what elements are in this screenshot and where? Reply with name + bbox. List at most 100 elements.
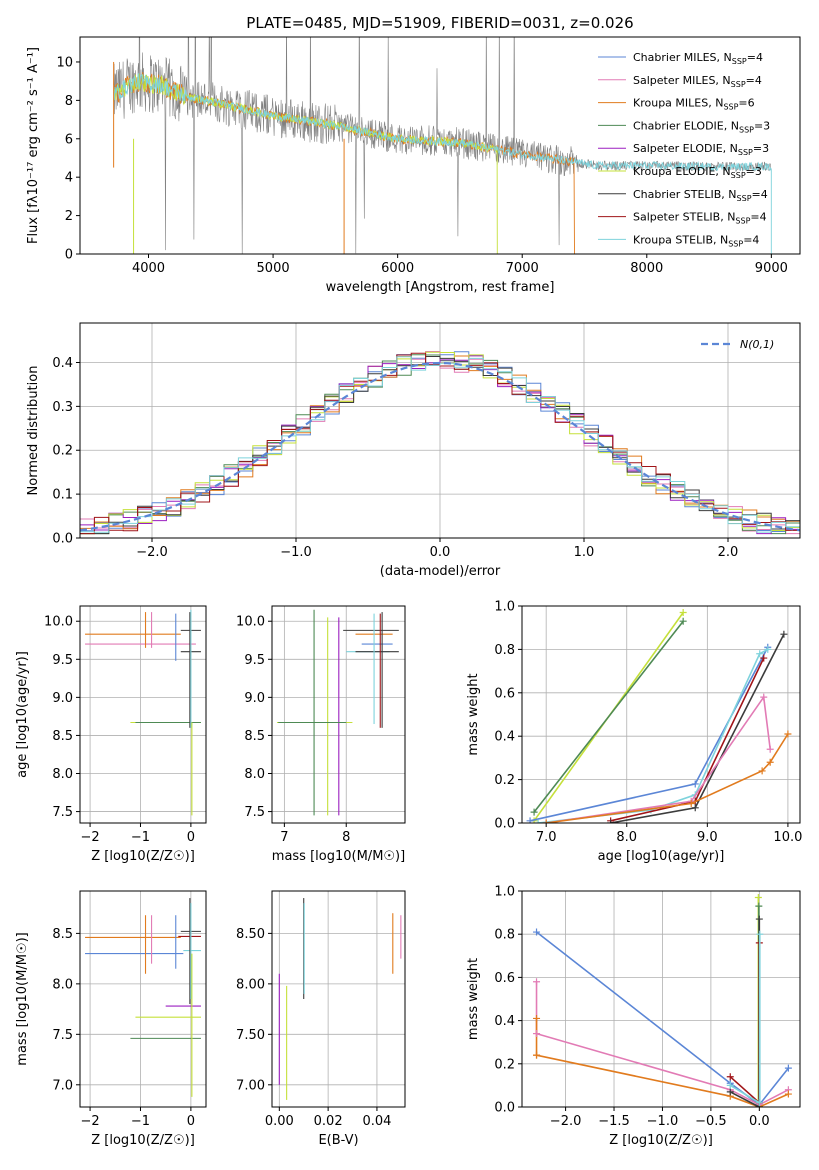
mass-weight-marker bbox=[726, 1088, 734, 1096]
y-tick-label: 8.5 bbox=[52, 729, 73, 744]
figure-title: PLATE=0485, MJD=51909, FIBERID=0031, z=0… bbox=[246, 14, 633, 32]
x-tick-label: 0.02 bbox=[314, 1114, 343, 1129]
x-tick-label: 2.0 bbox=[718, 545, 739, 560]
mass-weight-marker bbox=[691, 804, 699, 812]
x-tick-label: 0 bbox=[187, 1114, 195, 1129]
x-tick-label: −0.5 bbox=[695, 1114, 727, 1129]
mass-weight-marker bbox=[679, 609, 687, 617]
plot-area bbox=[278, 898, 402, 1100]
mass-weight-marker bbox=[607, 819, 615, 823]
mass-weight-marker bbox=[726, 1073, 734, 1081]
mass-weight-line-salpeter_stelib bbox=[729, 1076, 760, 1104]
mass-weight-marker bbox=[766, 758, 774, 766]
x-axis-label: age [log10(age/yr)] bbox=[598, 849, 725, 864]
y-tick-label: 9.0 bbox=[52, 691, 73, 706]
y-tick-label: 0.4 bbox=[494, 1014, 515, 1029]
legend-label: Salpeter ELODIE, NSSP=3 bbox=[633, 142, 769, 157]
x-axis-label: wavelength [Angstrom, rest frame] bbox=[326, 280, 555, 295]
mass-weight-marker bbox=[533, 1051, 541, 1059]
model-kroupa_elodie bbox=[113, 73, 498, 254]
x-tick-label: 0.0 bbox=[430, 545, 451, 560]
y-tick-label: 7.50 bbox=[236, 1028, 265, 1043]
x-tick-label: 10.0 bbox=[773, 830, 802, 845]
mass-weight-marker bbox=[758, 767, 766, 775]
y-tick-label: 0.2 bbox=[494, 1057, 515, 1072]
legend-label: Kroupa MILES, NSSP=6 bbox=[633, 97, 755, 112]
y-tick-label: 0.4 bbox=[494, 730, 515, 745]
x-tick-label: 1.0 bbox=[574, 545, 595, 560]
panel-mass-vs-EBV: 0.00 0.02 0.04 7.00 7.50 8.00 8.50 E(B-V) bbox=[236, 890, 406, 1148]
y-tick-label: 8.0 bbox=[244, 767, 265, 782]
hist-kroupa_stelib bbox=[80, 356, 800, 533]
mass-weight-marker bbox=[756, 930, 764, 938]
y-tick-label: 8.5 bbox=[52, 927, 73, 942]
x-tick-label: 8000 bbox=[630, 261, 663, 276]
x-tick-label: 5000 bbox=[257, 261, 290, 276]
mass-weight-marker bbox=[542, 819, 550, 823]
plot-area bbox=[85, 898, 201, 1097]
y-tick-label: 0.0 bbox=[52, 532, 73, 547]
mass-weight-marker bbox=[784, 730, 792, 738]
y-tick-label: 0.8 bbox=[494, 928, 515, 943]
x-tick-label: 7000 bbox=[506, 261, 539, 276]
legend-label: Kroupa STELIB, NSSP=4 bbox=[633, 233, 759, 248]
mass-weight-marker bbox=[687, 799, 695, 807]
x-axis-label: Z [log10(Z/Z☉)] bbox=[91, 849, 195, 864]
legend-label: Chabrier ELODIE, NSSP=3 bbox=[633, 119, 770, 134]
axes-frame bbox=[79, 605, 207, 824]
mass-weight-marker bbox=[756, 650, 764, 658]
model-kroupa_stelib bbox=[113, 73, 772, 254]
y-tick-label: 0.4 bbox=[52, 356, 73, 371]
mass-weight-line-salpeter_miles bbox=[546, 694, 771, 823]
panel-massweight-vs-Z: −2.0 −1.5 −1.0 −0.5 0.0 0.0 0.2 0.4 0.6 0.8 1.0 Z [… bbox=[466, 885, 801, 1148]
mass-weight-marker bbox=[784, 1064, 792, 1072]
x-tick-label: −1 bbox=[131, 830, 150, 845]
axes-frame bbox=[271, 890, 406, 1108]
plot-area bbox=[526, 609, 792, 823]
panel-massweight-vs-age: 7.0 8.0 9.0 10.0 0.0 0.2 0.4 0.6 0.8 1.0 age [log1… bbox=[466, 600, 802, 865]
y-tick-label: 0 bbox=[65, 248, 73, 263]
x-axis-label: E(B-V) bbox=[318, 1133, 358, 1148]
y-axis-label: age [log10(age/yr)] bbox=[15, 651, 30, 778]
y-tick-label: 0.2 bbox=[494, 773, 515, 788]
y-tick-label: 0.6 bbox=[494, 971, 515, 986]
mass-weight-marker bbox=[755, 915, 763, 923]
y-tick-label: 8.5 bbox=[244, 729, 265, 744]
plot-area bbox=[85, 609, 201, 816]
y-tick-label: 7.00 bbox=[236, 1078, 265, 1093]
x-tick-label: 0.04 bbox=[362, 1114, 391, 1129]
x-axis-label: Z [log10(Z/Z☉)] bbox=[609, 1133, 713, 1148]
mass-weight-marker bbox=[530, 808, 538, 816]
x-tick-label: 8 bbox=[342, 830, 350, 845]
legend-label: N(0,1) bbox=[740, 338, 774, 351]
x-axis-label: Z [log10(Z/Z☉)] bbox=[91, 1133, 195, 1148]
y-tick-label: 9.5 bbox=[244, 653, 265, 668]
mass-weight-marker bbox=[766, 745, 774, 753]
y-tick-label: 0.0 bbox=[494, 817, 515, 832]
legend-label: Kroupa ELODIE, NSSP=3 bbox=[633, 165, 762, 180]
panel-spectrum: 4000 5000 6000 7000 8000 9000 0 2 4 6 8 10 wavelengt… bbox=[26, 36, 801, 295]
y-tick-label: 10.0 bbox=[236, 615, 265, 630]
x-tick-label: −1.0 bbox=[647, 1114, 679, 1129]
y-tick-label: 0.1 bbox=[52, 488, 73, 503]
x-tick-label: −1.0 bbox=[280, 545, 312, 560]
y-tick-label: 7.5 bbox=[244, 805, 265, 820]
panel-age-vs-mass: 7 8 7.5 8.0 8.5 9.0 9.5 10.0 mass [log10(M/M☉)] bbox=[236, 605, 406, 864]
plot-area bbox=[80, 351, 800, 535]
plot-area bbox=[533, 893, 792, 1107]
y-tick-label: 1.0 bbox=[494, 885, 515, 900]
x-tick-label: −2.0 bbox=[550, 1114, 582, 1129]
plot-area bbox=[276, 609, 399, 816]
axes-frame bbox=[521, 890, 801, 1108]
y-tick-label: 7.5 bbox=[52, 1028, 73, 1043]
x-tick-label: −1.5 bbox=[598, 1114, 630, 1129]
plot-area bbox=[113, 37, 772, 254]
y-axis-label: Flux [fλ10⁻¹⁷ erg cm⁻² s⁻¹ A⁻¹] bbox=[26, 47, 41, 244]
mass-weight-marker bbox=[533, 928, 541, 936]
y-tick-label: 6 bbox=[65, 132, 73, 147]
y-tick-label: 2 bbox=[65, 209, 73, 224]
y-tick-label: 8 bbox=[65, 94, 73, 109]
y-tick-label: 8.00 bbox=[236, 977, 265, 992]
x-tick-label: 7.0 bbox=[536, 830, 557, 845]
